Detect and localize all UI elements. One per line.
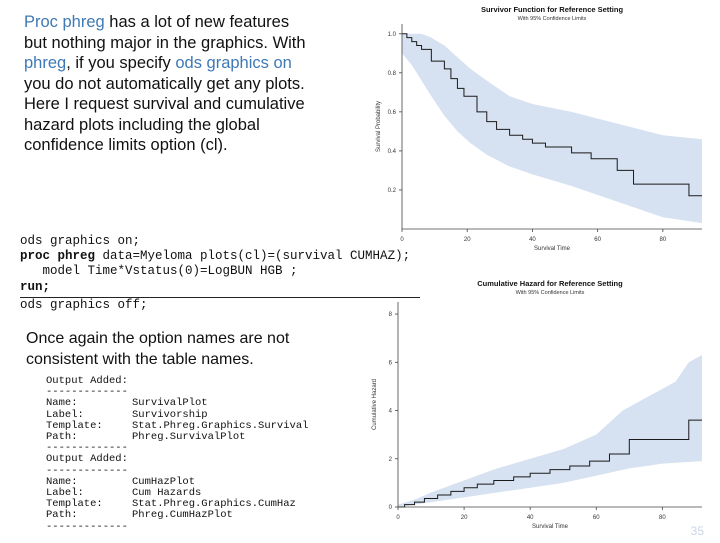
survival-subtitle: With 95% Confidence Limits — [518, 16, 587, 22]
cumhaz-x-tick-label: 80 — [659, 515, 666, 521]
cumhaz-y-tick-label: 4 — [389, 409, 393, 415]
survival-y-tick-label: 0.8 — [388, 71, 397, 77]
code-line-3: model Time*Vstatus(0)=LogBUN HGB ; — [20, 264, 298, 279]
code-line-1: ods graphics on; — [20, 234, 141, 248]
survival-y-axis-label: Survival Probability — [376, 101, 382, 152]
cumhaz-chart: 0 20 40 60 80 0 2 4 6 8 Cumulative Hazard for Refe… — [358, 274, 710, 538]
output-key: Name: — [46, 397, 78, 410]
survival-x-tick-label: 0 — [400, 237, 404, 243]
phreg-term: phreg — [24, 54, 67, 72]
survival-title: Survivor Function for Reference Setting — [481, 5, 624, 14]
output-row: Label: Cum Hazards — [46, 487, 308, 500]
intro-text-1: has a lot of new features but nothing ma… — [24, 13, 306, 52]
output-key: Label: — [46, 408, 84, 421]
ods-trace-output: Output Added: ------------- Name: Surviva… — [46, 375, 309, 533]
output-value: Survivorship — [132, 408, 208, 421]
code-line-4: run; — [20, 279, 51, 294]
cumhaz-y-tick-label: 0 — [389, 505, 393, 511]
output-row: Label: Survivorship — [46, 408, 308, 421]
proc-phreg-term: Proc phreg — [24, 13, 105, 31]
survival-x-tick-label: 60 — [594, 237, 601, 243]
cumhaz-x-tick-label: 20 — [461, 515, 468, 521]
output-value: Stat.Phreg.Graphics.Survival — [132, 419, 309, 432]
output-row: Path: Phreg.SurvivalPlot — [46, 431, 308, 444]
sas-code-block: ods graphics on; proc phreg data=Myeloma… — [20, 234, 420, 313]
output-separator: ------------- — [46, 442, 128, 455]
survival-y-tick-label: 0.4 — [388, 149, 397, 155]
note-paragraph: Once again the option names are not cons… — [26, 330, 290, 368]
survival-y-tick-label: 0.2 — [388, 188, 397, 194]
code-line-2-rest: data=Myeloma plots(cl)=(survival CUMHAZ)… — [95, 249, 411, 264]
output-row: Path: Phreg.CumHazPlot — [46, 510, 308, 521]
cumhaz-y-tick-label: 8 — [389, 312, 393, 318]
output-value: Phreg.CumHazPlot — [132, 509, 233, 522]
survival-y-tick-label: 0.6 — [388, 110, 397, 116]
survival-step-line — [402, 33, 702, 197]
output-key: Label: — [46, 487, 84, 500]
code-keyword: proc phreg — [20, 249, 96, 264]
survival-confidence-band — [402, 33, 702, 224]
output-key: Path: — [46, 431, 78, 444]
cumhaz-confidence-band — [398, 355, 702, 507]
cumhaz-x-tick-label: 60 — [593, 515, 600, 521]
cumhaz-y-axis-label: Cumulative Hazard — [372, 379, 378, 430]
output-value: CumHazPlot — [132, 475, 196, 488]
output-row: Name: CumHazPlot — [46, 475, 308, 488]
survival-chart: 0 20 40 60 80 0.2 0.4 0.6 0.8 1.0 Survivor Functio… — [358, 0, 710, 264]
output-key: Template: — [46, 419, 103, 432]
cumhaz-title: Cumulative Hazard for Reference Setting — [477, 279, 623, 288]
output-value: Phreg.SurvivalPlot — [132, 431, 246, 444]
ods-graphics-term: ods graphics on — [175, 54, 292, 72]
output-header: Output Added: — [46, 375, 128, 387]
page-number: 35 — [690, 524, 704, 538]
output-separator: ------------- — [46, 520, 128, 533]
output-separator: ------------- — [46, 386, 128, 399]
cumhaz-y-tick-label: 6 — [389, 360, 393, 366]
survival-x-tick-label: 40 — [529, 237, 536, 243]
output-row: Template: Stat.Phreg.Graphics.CumHaz — [46, 499, 308, 510]
survival-y-tick-label: 1.0 — [388, 32, 397, 38]
cumhaz-x-tick-label: 40 — [527, 515, 534, 521]
output-value: Stat.Phreg.Graphics.CumHaz — [132, 498, 296, 511]
cumhaz-subtitle: With 95% Confidence Limits — [516, 290, 585, 296]
code-divider — [20, 296, 420, 298]
cumhaz-step-line — [398, 419, 702, 508]
output-value: SurvivalPlot — [132, 397, 208, 410]
cumhaz-y-tick-label: 2 — [389, 457, 393, 463]
cumhaz-x-tick-label: 0 — [396, 515, 400, 521]
output-separator: ------------- — [46, 464, 128, 477]
cumhaz-chart-svg: 0 20 40 60 80 0 2 4 6 8 Cumulative Hazard for Refe… — [372, 279, 702, 530]
output-key: Path: — [46, 509, 78, 522]
output-row: Template: Stat.Phreg.Graphics.Survival — [46, 419, 309, 432]
output-row: Name: SurvivalPlot — [46, 398, 308, 409]
code-line-5: ods graphics off; — [20, 297, 148, 312]
cumhaz-x-axis-label: Survival Time — [532, 524, 569, 530]
output-header: Output Added: — [46, 453, 128, 466]
intro-paragraph: Proc phreg has a lot of new features but… — [24, 12, 314, 156]
survival-chart-svg: 0 20 40 60 80 0.2 0.4 0.6 0.8 1.0 Survivor Functio… — [376, 5, 702, 252]
intro-text-2: , if you specify — [66, 54, 176, 72]
intro-text-3: you do not automatically get any plots. … — [24, 74, 305, 155]
output-key: Name: — [46, 475, 78, 488]
output-key: Template: — [46, 498, 103, 511]
survival-x-tick-label: 80 — [660, 237, 667, 243]
output-value: Cum Hazards — [132, 487, 202, 500]
survival-x-axis-label: Survival Time — [534, 246, 571, 252]
survival-x-tick-label: 20 — [464, 237, 471, 243]
code-line-2: proc phreg data=Myeloma plots(cl)=(survi… — [20, 249, 420, 264]
